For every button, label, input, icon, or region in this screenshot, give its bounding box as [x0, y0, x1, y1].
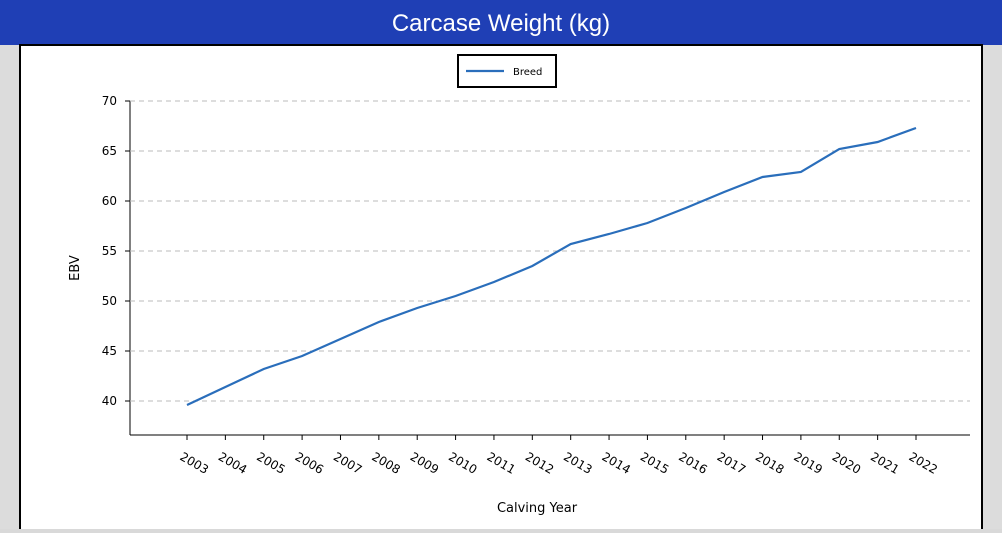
data-line — [186, 126, 917, 406]
y-tick-label: 55 — [102, 244, 117, 258]
header-bar — [0, 0, 1002, 45]
y-tick-label: 45 — [102, 344, 117, 358]
y-tick-label: 40 — [102, 394, 117, 408]
y-tick-label: 60 — [102, 194, 117, 208]
legend-label: Breed — [513, 67, 542, 78]
y-tick-label: 50 — [102, 294, 117, 308]
y-tick-label: 70 — [102, 94, 117, 108]
chart-title: Carcase Weight (kg) — [392, 10, 610, 37]
y-tick-label: 65 — [102, 144, 117, 158]
x-axis-label: Calving Year — [497, 501, 578, 516]
panel — [19, 44, 983, 533]
y-axis-label: EBV — [68, 255, 83, 281]
